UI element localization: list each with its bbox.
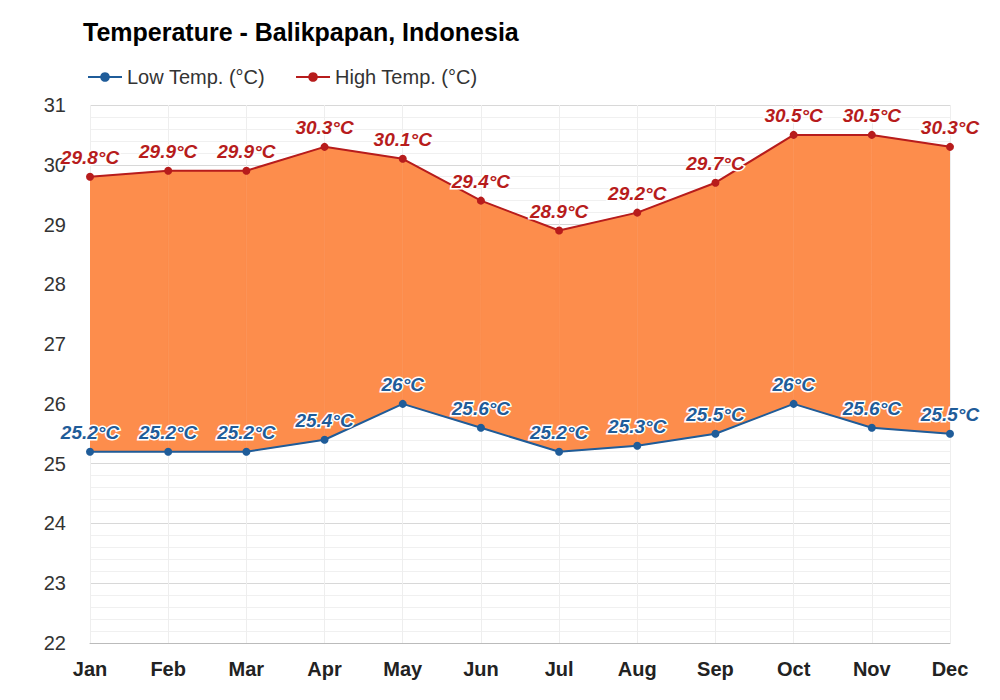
svg-text:25.2°C: 25.2°C	[138, 422, 198, 443]
svg-text:29.9°C: 29.9°C	[216, 141, 276, 162]
svg-text:Aug: Aug	[618, 658, 657, 680]
svg-text:30.3°C: 30.3°C	[295, 117, 354, 138]
svg-text:25.5°C: 25.5°C	[920, 404, 980, 425]
svg-text:Dec: Dec	[932, 658, 969, 680]
svg-text:25.5°C: 25.5°C	[685, 404, 745, 425]
svg-text:30.3°C: 30.3°C	[921, 117, 980, 138]
svg-text:Apr: Apr	[307, 658, 342, 680]
svg-text:30.5°C: 30.5°C	[764, 105, 823, 126]
svg-text:High Temp. (°C): High Temp. (°C)	[335, 66, 477, 88]
svg-text:26°C: 26°C	[771, 374, 815, 395]
svg-text:30: 30	[43, 153, 66, 176]
svg-text:28.9°C: 28.9°C	[529, 201, 589, 222]
svg-text:30.1°C: 30.1°C	[374, 129, 433, 150]
svg-text:25.3°C: 25.3°C	[607, 416, 667, 437]
svg-text:Oct: Oct	[777, 658, 811, 680]
svg-text:26°C: 26°C	[381, 374, 425, 395]
svg-text:Jan: Jan	[73, 658, 107, 680]
svg-text:26: 26	[44, 393, 66, 415]
svg-text:31: 31	[44, 94, 66, 116]
svg-text:28: 28	[44, 273, 66, 295]
svg-text:25.4°C: 25.4°C	[294, 410, 354, 431]
svg-text:25.2°C: 25.2°C	[60, 422, 120, 443]
svg-text:25.2°C: 25.2°C	[529, 422, 589, 443]
svg-text:Mar: Mar	[229, 658, 265, 680]
svg-text:23: 23	[44, 572, 66, 594]
svg-text:29.4°C: 29.4°C	[451, 171, 511, 192]
svg-text:29.7°C: 29.7°C	[685, 153, 745, 174]
svg-text:27: 27	[44, 333, 66, 355]
svg-text:30.5°C: 30.5°C	[843, 105, 902, 126]
svg-text:25: 25	[44, 453, 66, 475]
svg-text:22: 22	[44, 632, 66, 654]
svg-text:Sep: Sep	[697, 658, 734, 680]
svg-text:Temperature - Balikpapan, Indo: Temperature - Balikpapan, Indonesia	[83, 18, 520, 46]
svg-text:29: 29	[44, 214, 66, 236]
svg-text:25.6°C: 25.6°C	[842, 398, 902, 419]
svg-text:25.6°C: 25.6°C	[451, 398, 511, 419]
svg-text:Jul: Jul	[545, 658, 574, 680]
svg-text:29.9°C: 29.9°C	[138, 141, 198, 162]
svg-text:Feb: Feb	[150, 658, 186, 680]
svg-text:29.8°C: 29.8°C	[60, 147, 120, 168]
svg-text:29.2°C: 29.2°C	[607, 183, 667, 204]
svg-text:Low Temp. (°C): Low Temp. (°C)	[127, 66, 265, 88]
svg-text:24: 24	[44, 512, 66, 534]
svg-text:Nov: Nov	[853, 658, 892, 680]
svg-text:Jun: Jun	[463, 658, 499, 680]
svg-text:25.2°C: 25.2°C	[216, 422, 276, 443]
svg-text:May: May	[383, 658, 423, 680]
